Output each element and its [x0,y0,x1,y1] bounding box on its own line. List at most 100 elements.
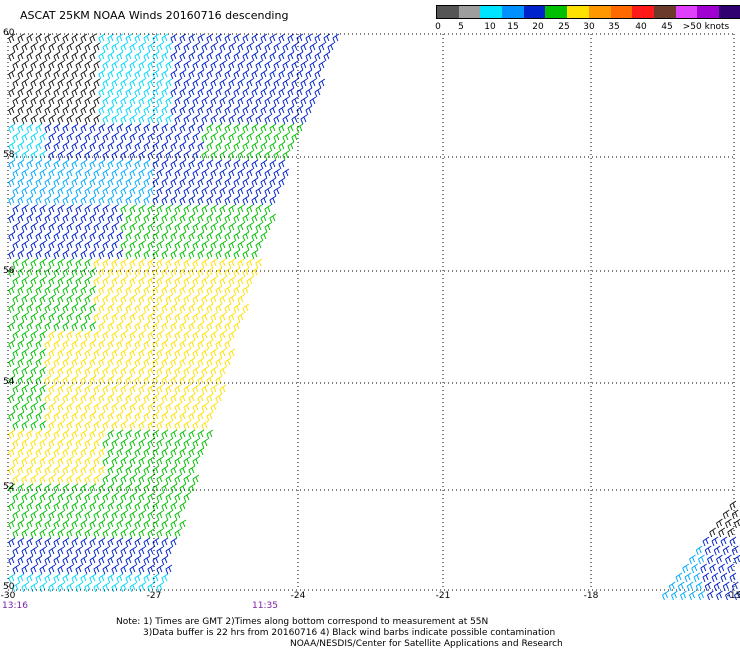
wind-barb [269,87,277,98]
wind-barb [174,330,182,341]
wind-barb [102,204,110,215]
wind-barb [66,96,74,107]
wind-barb [260,195,268,206]
wind-barb [156,312,164,323]
wind-barb [156,528,164,539]
wind-barb [44,519,52,530]
wind-barb [138,510,146,521]
wind-barb [89,123,97,134]
wind-barb [35,357,43,368]
wind-barb [116,159,124,170]
wind-barb [48,564,56,575]
wind-barb [12,366,20,377]
wind-barb [246,150,254,161]
wind-barb [215,51,223,62]
wind-barb [12,402,20,413]
wind-barb [75,258,83,269]
wind-barb [66,258,74,269]
wind-barb [53,519,61,530]
wind-barb [120,384,128,395]
wind-barb [165,366,173,377]
wind-barb [201,42,209,53]
wind-barb [57,78,65,89]
wind-barb [206,231,214,242]
wind-barb [12,168,20,179]
wind-barb [44,87,52,98]
wind-barb [62,51,70,62]
wind-barb [75,366,83,377]
wind-barb [35,393,43,404]
wind-barb [107,483,115,494]
wind-barb [197,159,205,170]
wind-barb [219,222,227,233]
wind-barb [17,537,25,548]
wind-barb [251,213,259,224]
wind-barb [102,528,110,539]
wind-barb [242,267,250,278]
wind-barb [107,159,115,170]
wind-barb [120,150,128,161]
wind-barb [53,51,61,62]
wind-barb [12,384,20,395]
wind-barb [143,429,151,440]
wind-barb [152,105,160,116]
wind-barb [84,546,92,557]
wind-barb [98,195,106,206]
wind-barb [147,114,155,125]
wind-barb [8,105,16,116]
wind-barb [26,141,34,152]
wind-barb [210,348,218,359]
wind-barb [62,159,70,170]
wind-barb [89,213,97,224]
wind-barb [210,132,218,143]
wind-barb [278,51,286,62]
wind-barb [138,456,146,467]
wind-barb [228,240,236,251]
wind-barb [116,537,124,548]
wind-barb [39,294,47,305]
wind-barb [192,60,200,71]
wind-barb [206,213,214,224]
wind-barb [716,554,723,565]
wind-barb [264,114,272,125]
wind-barb [62,213,70,224]
wind-barb [62,411,70,422]
wind-barb [237,60,245,71]
wind-barb [48,528,56,539]
wind-barb [192,96,200,107]
wind-barb [152,429,160,440]
wind-barb [682,563,690,574]
wind-barb [170,141,178,152]
wind-barb [201,150,209,161]
wind-barb [183,420,191,431]
wind-barb [71,105,79,116]
wind-barb [71,123,79,134]
wind-barb [183,294,191,305]
wind-barb [224,213,232,224]
wind-barb [71,339,79,350]
wind-barb [44,357,52,368]
wind-barb [143,321,151,332]
legend-label: 45 [661,22,673,32]
wind-barb [255,78,263,89]
wind-barb [188,213,196,224]
wind-barb [174,186,182,197]
wind-barb [35,375,43,386]
legend-swatch [523,6,546,18]
wind-barb [242,51,250,62]
wind-barb [26,519,34,530]
wind-barb [102,438,110,449]
wind-barb [120,492,128,503]
wind-barb [12,204,20,215]
wind-barb [314,51,322,62]
wind-barb [188,141,196,152]
wind-barb [17,177,25,188]
wind-barb [21,60,29,71]
credit-line: NOAA/NESDIS/Center for Satellite Applica… [290,639,563,649]
wind-barb [170,123,178,134]
wind-barb [125,411,133,422]
wind-barb [107,465,115,476]
wind-barb [48,240,56,251]
wind-barb [156,564,164,575]
wind-barb [219,78,227,89]
